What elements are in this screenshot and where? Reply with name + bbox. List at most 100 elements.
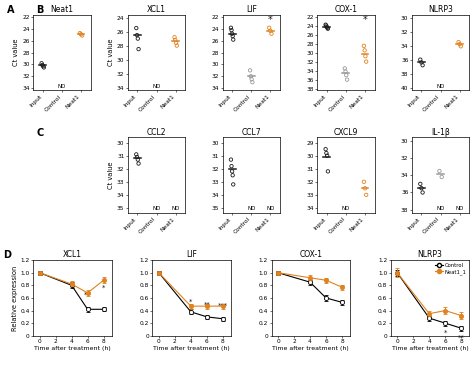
Point <box>132 151 140 157</box>
Text: **: ** <box>203 302 210 308</box>
Point <box>361 47 368 53</box>
Point <box>324 26 332 32</box>
Text: ND: ND <box>152 206 161 211</box>
Point <box>172 37 179 43</box>
Point <box>133 32 141 38</box>
Text: ND: ND <box>172 206 180 211</box>
Point <box>438 174 446 180</box>
Point <box>456 41 464 47</box>
Point <box>227 157 235 163</box>
Title: Neat1: Neat1 <box>50 5 73 14</box>
Title: LIF: LIF <box>186 250 197 259</box>
Text: ND: ND <box>437 206 445 211</box>
Point <box>229 33 237 39</box>
Point <box>246 68 254 73</box>
Point <box>266 28 274 34</box>
Text: **: ** <box>84 291 91 297</box>
Point <box>248 79 256 85</box>
Point <box>324 168 332 174</box>
Point <box>228 168 236 174</box>
Text: *: * <box>268 15 273 25</box>
Point <box>228 27 235 33</box>
Point <box>322 23 330 28</box>
Point <box>172 40 180 46</box>
Point <box>341 65 348 71</box>
Point <box>418 59 425 65</box>
Point <box>343 72 350 78</box>
Point <box>40 65 48 70</box>
Title: IL-1β: IL-1β <box>431 128 450 137</box>
Title: XCL1: XCL1 <box>63 250 82 259</box>
Point <box>135 46 142 52</box>
Point <box>248 76 255 82</box>
Text: **: ** <box>458 335 465 341</box>
Point <box>229 182 237 187</box>
Point <box>247 73 255 79</box>
Text: ND: ND <box>266 206 274 211</box>
Text: ND: ND <box>58 84 66 89</box>
Point <box>417 181 424 187</box>
Point <box>265 25 273 31</box>
Text: B: B <box>36 5 44 15</box>
Point <box>132 25 140 31</box>
Title: LIF: LIF <box>246 5 256 14</box>
Point <box>229 37 237 42</box>
Legend: Control, Neat1_1: Control, Neat1_1 <box>435 263 466 275</box>
Point <box>77 31 85 37</box>
Text: ND: ND <box>247 206 255 211</box>
Point <box>38 62 46 68</box>
Title: COX-1: COX-1 <box>299 250 322 259</box>
Text: ***: *** <box>218 303 228 308</box>
Point <box>361 185 369 191</box>
Text: ND: ND <box>437 84 445 89</box>
Point <box>134 36 142 42</box>
Point <box>171 34 178 40</box>
Text: A: A <box>8 5 15 15</box>
Point <box>76 30 83 36</box>
X-axis label: Time after treatment (h): Time after treatment (h) <box>273 346 349 351</box>
Text: *: * <box>340 285 344 291</box>
Point <box>436 168 443 174</box>
Point <box>360 43 368 49</box>
Text: ND: ND <box>456 206 464 211</box>
Text: *: * <box>324 279 328 285</box>
Y-axis label: Ct value: Ct value <box>108 162 114 189</box>
Point <box>227 25 235 31</box>
Point <box>417 57 424 63</box>
Text: *: * <box>363 15 367 25</box>
Point <box>419 190 427 196</box>
Y-axis label: Ct value: Ct value <box>13 39 19 66</box>
Point <box>39 63 47 69</box>
Point <box>134 157 142 163</box>
Title: CXCL9: CXCL9 <box>334 128 358 137</box>
Text: *: * <box>444 330 447 335</box>
Point <box>229 172 237 178</box>
Point <box>78 32 86 38</box>
X-axis label: Time after treatment (h): Time after treatment (h) <box>153 346 230 351</box>
Point <box>133 154 141 160</box>
Point <box>360 179 368 185</box>
Title: NLRP3: NLRP3 <box>418 250 443 259</box>
X-axis label: Time after treatment (h): Time after treatment (h) <box>34 346 111 351</box>
Point <box>323 153 331 159</box>
Point <box>173 43 181 49</box>
Text: *: * <box>102 285 105 291</box>
Title: XCL1: XCL1 <box>147 5 166 14</box>
Point <box>228 163 235 169</box>
Point <box>343 77 351 83</box>
Point <box>228 31 236 37</box>
Point <box>363 59 370 65</box>
Point <box>324 25 331 31</box>
Y-axis label: Ct value: Ct value <box>108 39 114 66</box>
Text: ND: ND <box>342 206 350 211</box>
Text: C: C <box>36 128 43 138</box>
Y-axis label: Relative expression: Relative expression <box>11 265 18 331</box>
Title: CCL7: CCL7 <box>241 128 261 137</box>
Title: COX-1: COX-1 <box>334 5 357 14</box>
Point <box>322 146 329 152</box>
X-axis label: Time after treatment (h): Time after treatment (h) <box>392 346 468 351</box>
Point <box>455 39 462 45</box>
Point <box>322 22 329 28</box>
Point <box>419 62 427 68</box>
Title: NLRP3: NLRP3 <box>428 5 453 14</box>
